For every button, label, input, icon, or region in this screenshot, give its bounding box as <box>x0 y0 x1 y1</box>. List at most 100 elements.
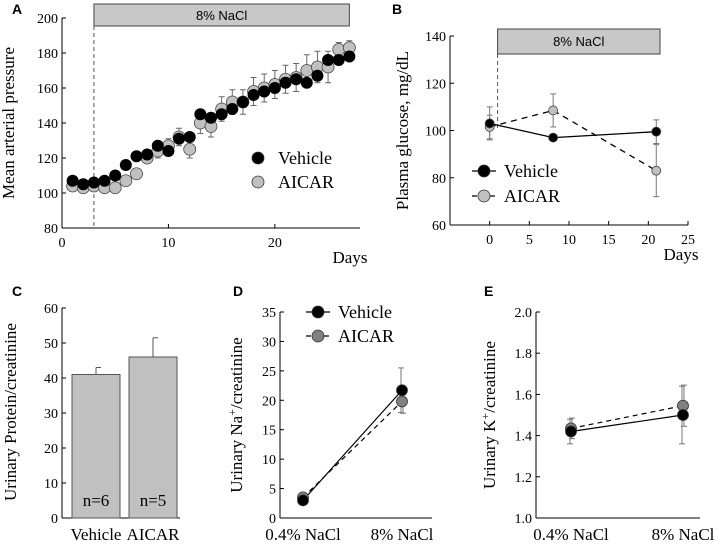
panel-b-x-tick-label: 15 <box>602 233 616 248</box>
panel-d-vehicle-point <box>297 494 309 507</box>
panel-e-y-axis-title: Urinary K+/creatinine <box>478 341 499 489</box>
panel-a-vehicle-point <box>151 139 164 152</box>
panel-a-y-tick-label: 140 <box>37 117 58 132</box>
panel-d-label: D <box>233 283 243 299</box>
panel-b-y-tick-label: 140 <box>425 30 446 45</box>
panel-e-vehicle-point <box>565 425 577 438</box>
panel-d-vehicle-point <box>396 384 408 397</box>
panel-d-x-tick-label: 0.4% NaCl <box>265 525 341 544</box>
panel-e-label: E <box>484 283 493 299</box>
panel-b-x-axis-title: Days <box>664 245 699 264</box>
panel-b-vehicle-point <box>484 118 495 129</box>
panel-a-y-tick-label: 100 <box>37 187 58 202</box>
panel-b-treatment-box <box>497 28 661 55</box>
panel-d-y-tick-label: 5 <box>269 483 276 498</box>
panel-b-aicar-point <box>651 165 662 176</box>
panel-a-vehicle-point <box>66 174 79 187</box>
panel-c-x-tick-label: Vehicle <box>71 525 122 544</box>
panel-c-y-tick-label: 50 <box>44 337 58 352</box>
panel-a-y-tick-label: 200 <box>37 12 58 27</box>
panel-d-legend-aicar-label: AICAR <box>338 326 394 346</box>
panel-a-vehicle-point <box>87 176 100 189</box>
panel-b-y-tick-label: 60 <box>432 219 446 234</box>
panel-b-aicar-line <box>489 109 657 172</box>
panel-a-legend-aicar-marker <box>251 175 265 189</box>
panel-b-label: B <box>392 1 402 17</box>
panel-a-y-tick-label: 80 <box>44 222 58 237</box>
panel-a-vehicle-point <box>236 96 249 108</box>
panel-b-y-tick-label: 100 <box>425 125 446 140</box>
panel-b-aicar-point <box>548 105 559 116</box>
panel-b-x-tick-label: 25 <box>681 233 695 248</box>
panel-a-x-tick-label: 0 <box>59 236 66 251</box>
panel-b-y-axis-title: Plasma glucose, mg/dL <box>393 51 412 210</box>
panel-d-aicar-point <box>396 395 408 408</box>
panel-a-label: A <box>12 1 22 17</box>
panel-a-legend-vehicle-label: Vehicle <box>278 148 332 168</box>
panel-a-aicar-point <box>108 181 122 195</box>
panel-b-x-tick-label: 10 <box>562 233 576 248</box>
panel-a-aicar-point <box>300 64 314 77</box>
panel-a-vehicle-point <box>194 108 207 121</box>
panel-a-y-axis-title: Mean arterial pressure <box>0 47 18 199</box>
panel-a-y-tick-label: 160 <box>37 82 58 97</box>
panel-a-x-tick-label: 10 <box>161 236 175 251</box>
panel-a-vehicle-point <box>332 54 345 66</box>
panel-e-vehicle-line <box>570 414 684 433</box>
panel-a-vehicle-point <box>205 111 217 124</box>
panel-e-y-tick-label: 1.4 <box>515 430 533 445</box>
panel-b-legend-vehicle-label: Vehicle <box>504 161 558 181</box>
panel-a-y-tick-label: 120 <box>37 152 58 167</box>
panel-a-vehicle-point <box>268 82 281 94</box>
panel-a-vehicle-point <box>311 69 324 82</box>
panel-b-vehicle-point <box>548 132 559 143</box>
panel-c-y-tick-label: 20 <box>44 442 58 457</box>
panel-a-vehicle-point <box>141 148 154 161</box>
panel-e-y-tick-label: 1.0 <box>515 512 533 527</box>
panel-a-vehicle-point <box>183 131 196 143</box>
panel-a-vehicle-point <box>247 89 260 101</box>
panel-a-legend-vehicle-marker <box>251 151 265 165</box>
panel-c-n-annotation: n=6 <box>83 491 110 510</box>
panel-e-x-tick-label: 8% NaCl <box>652 525 715 544</box>
panel-e-y-tick-label: 2.0 <box>515 306 533 321</box>
panel-c-y-tick-label: 10 <box>44 477 58 492</box>
panel-a-treatment-box <box>93 3 350 27</box>
panel-d-y-tick-label: 25 <box>262 365 276 380</box>
panel-e-aicar-line <box>570 405 684 429</box>
panel-c-label: C <box>12 283 22 299</box>
panel-a-vehicle-point <box>162 145 175 157</box>
panel-a-aicar-point <box>183 142 197 156</box>
panel-a-x-axis-title: Days <box>333 248 368 267</box>
panel-b-vehicle-line <box>489 122 657 139</box>
panel-b-legend-vehicle-marker <box>477 164 491 178</box>
panel-c-y-axis-title: Urinary Protein/creatinine <box>1 323 20 501</box>
panel-b-y-tick-label: 80 <box>432 172 446 187</box>
panel-d-y-tick-label: 0 <box>269 512 276 527</box>
panel-b-x-tick-label: 20 <box>641 233 655 248</box>
panel-e-vehicle-point <box>677 409 689 421</box>
panel-a-vehicle-point <box>279 76 292 89</box>
panel-a-vehicle-point <box>290 73 303 86</box>
panel-a-vehicle-point <box>119 159 132 171</box>
panel-b-x-tick-label: 0 <box>486 233 493 248</box>
panel-a-vehicle-point <box>300 76 313 89</box>
panel-a-vehicle-point <box>343 50 356 63</box>
panel-d-legend-aicar-marker <box>311 329 325 343</box>
panel-a-vehicle-point <box>77 178 90 191</box>
panel-a-treatment-label: 8% NaCl <box>196 8 247 23</box>
panel-a-vehicle-point <box>98 174 111 187</box>
panel-d-x-tick-label: 8% NaCl <box>371 525 434 544</box>
panel-a-vehicle-point <box>215 108 228 121</box>
panel-d-y-tick-label: 30 <box>262 335 276 350</box>
panel-e-y-tick-label: 1.8 <box>515 347 533 362</box>
panel-c-y-tick-label: 40 <box>44 372 58 387</box>
panel-c-y-tick-label: 30 <box>44 407 58 422</box>
panel-b-treatment-label: 8% NaCl <box>553 34 604 49</box>
panel-a-vehicle-point <box>130 150 143 163</box>
panel-e-y-tick-label: 1.2 <box>515 471 533 486</box>
panel-c-y-tick-label: 60 <box>44 302 58 317</box>
panel-a-vehicle-point <box>226 103 239 115</box>
panel-d-y-tick-label: 10 <box>262 453 276 468</box>
